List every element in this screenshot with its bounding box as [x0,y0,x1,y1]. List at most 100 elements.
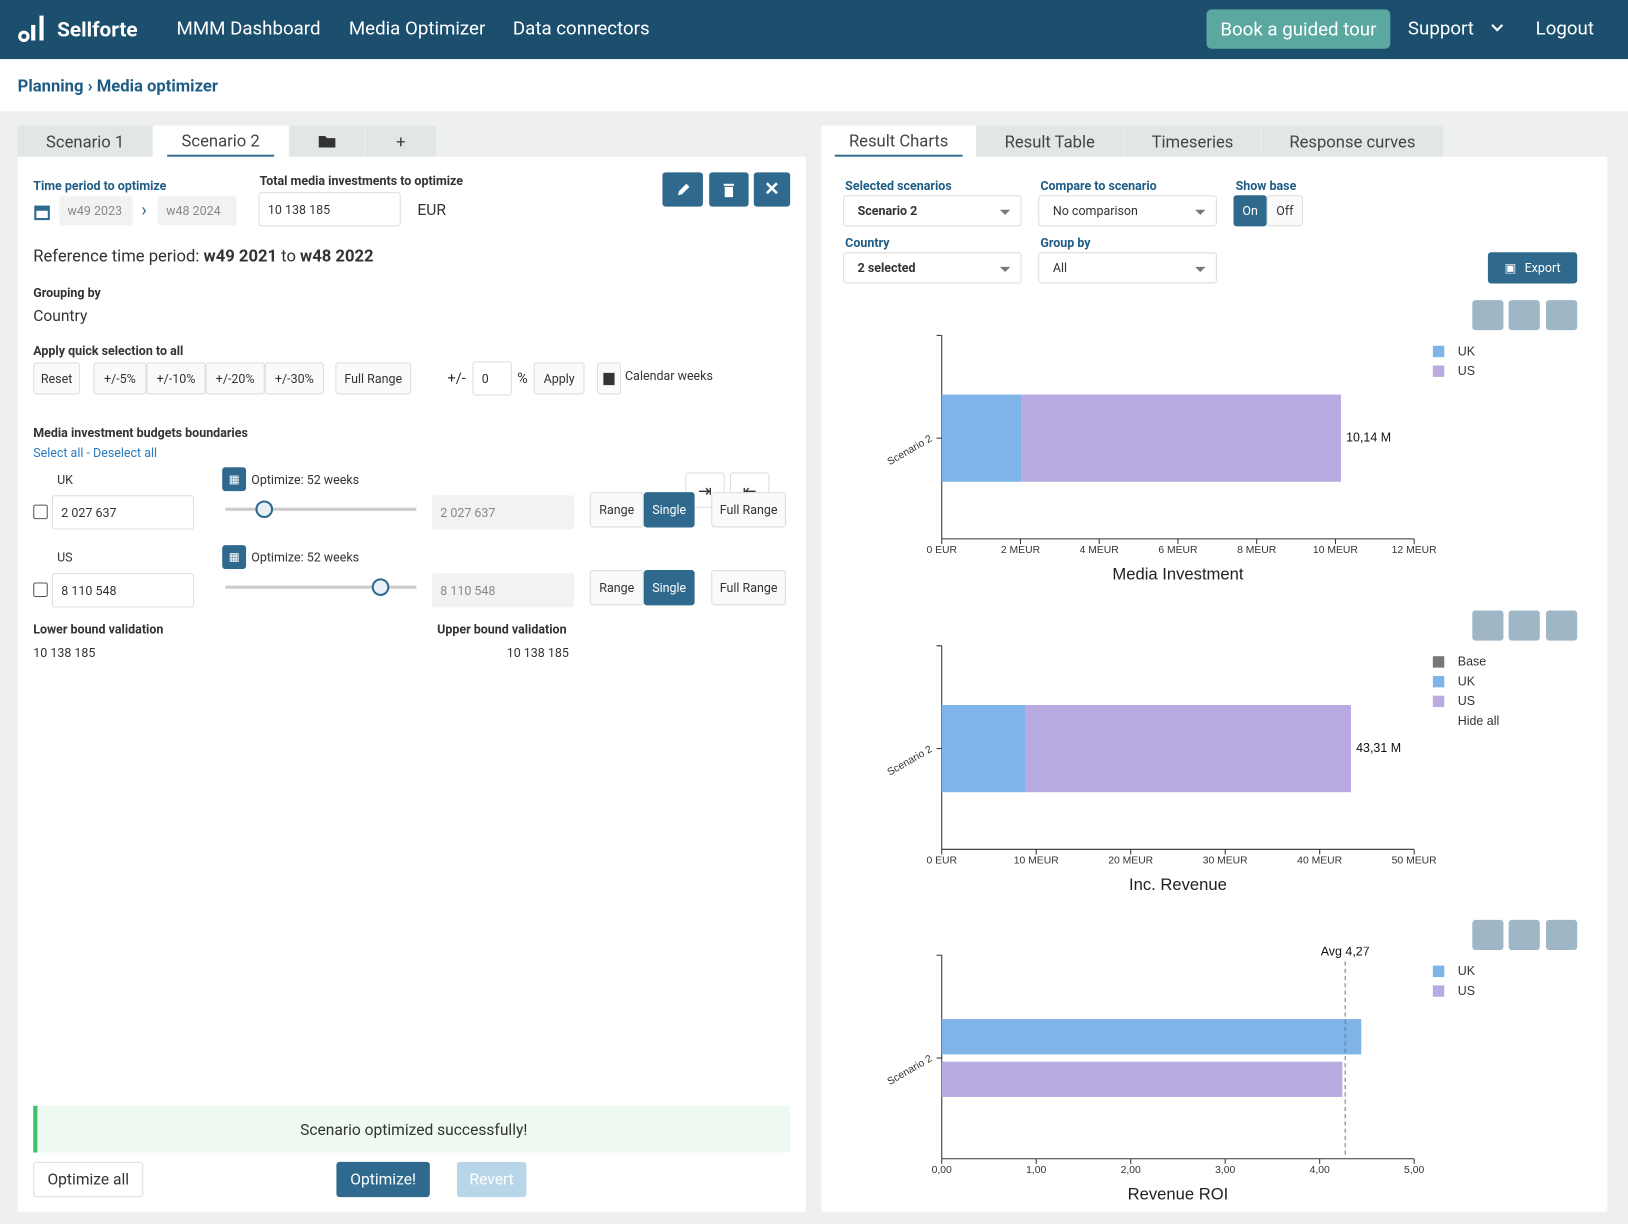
label: Media investment budgets boundaries [33,425,248,441]
apply-button[interactable]: Apply [533,362,585,395]
quick-button[interactable]: +/-10% [146,362,206,395]
chart-tool-button[interactable] [1472,610,1504,641]
quick-button[interactable]: Full Range [335,362,412,395]
value: 10 138 185 [506,645,569,661]
legend-swatch [1432,656,1445,668]
quick-button[interactable]: +/-30% [264,362,324,395]
full-range-button[interactable]: Full Range [711,570,786,606]
chart-tool-button[interactable] [1472,919,1504,951]
upper-input: 8 110 548 [431,573,575,608]
breadcrumb-bar [0,59,1628,112]
calendar-button[interactable]: ▦ [222,467,247,492]
chart-tool-button[interactable] [1508,300,1540,331]
calendar-toggle[interactable] [597,362,621,395]
folder-tab[interactable] [289,125,365,157]
optimize-all-button[interactable]: Optimize all [33,1161,144,1198]
slider-track [225,507,417,511]
edit-button[interactable] [662,172,703,207]
export-button[interactable]: ▣ Export [1487,252,1578,284]
tour-button[interactable]: Book a guided tour [1206,9,1391,49]
nav-link[interactable]: MMM Dashboard [176,17,321,40]
text: w49 2021 [203,246,278,266]
tab[interactable]: Scenario 2 [152,125,289,157]
calendar-button[interactable]: ▦ [222,545,247,569]
nav-link[interactable]: Media Optimizer [348,17,486,40]
delete-button[interactable] [709,172,749,207]
label: Selected scenarios [845,178,952,194]
row-name: US [57,550,73,565]
single-button[interactable]: Single [643,570,695,606]
chart-tool-button[interactable] [1508,610,1540,641]
x-tick-label: 3,00 [1215,1165,1235,1176]
close-button[interactable]: ✕ [753,172,791,207]
calendar-icon [603,372,615,385]
chart-tool-button[interactable] [1546,919,1578,951]
value-input[interactable]: 2 027 637 [51,495,195,530]
bar-segment [1021,394,1341,482]
x-tick-label: 10 MEUR [1313,545,1358,556]
legend-hide-all[interactable]: Hide all [1458,714,1499,728]
select[interactable]: 2 selected [843,252,1022,284]
x-tick-label: 4 MEUR [1080,545,1120,556]
bar [941,1019,1362,1055]
value-input[interactable]: 8 110 548 [51,573,195,608]
chevron [1491,24,1504,32]
revert-button[interactable]: Revert [456,1161,527,1198]
legend-swatch [1432,365,1445,377]
text: w48 2022 [300,246,374,266]
quick-button[interactable]: +/-5% [93,362,147,395]
x-tick-label: 40 MEUR [1297,855,1342,866]
sep: - [86,445,90,460]
slider-knob[interactable] [255,500,274,519]
select[interactable]: Scenario 2 [843,195,1022,227]
quick-button[interactable]: +/-20% [205,362,265,395]
total-input[interactable]: 10 138 185 [258,192,401,227]
x-tick-label: 8 MEUR [1237,545,1277,556]
tab[interactable]: Response curves [1261,125,1444,157]
support-menu[interactable]: Support [1407,17,1474,40]
x-tick-label: 6 MEUR [1158,545,1198,556]
date-from[interactable]: w49 2023 [59,196,133,226]
select-links: Select all - Deselect all [33,445,157,460]
chart-title: Inc. Revenue [1129,875,1227,894]
label: Apply quick selection to all [33,343,184,359]
toggle-off[interactable]: Off [1266,195,1304,227]
select[interactable]: No comparison [1038,195,1217,227]
percent-input[interactable]: 0 [472,361,512,396]
toggle-on[interactable]: On [1233,195,1267,227]
full-range-button[interactable]: Full Range [711,492,786,528]
text: to [281,246,296,266]
logout[interactable]: Logout [1535,17,1594,40]
x-tick-label: 4,00 [1310,1165,1330,1176]
tab[interactable]: Timeseries [1124,125,1261,157]
link[interactable]: Select all [33,445,84,460]
checkbox[interactable] [33,582,48,598]
chart-tool-button[interactable] [1546,300,1578,331]
date-to[interactable]: w48 2024 [157,196,237,226]
chart: 0 EUR 2 MEUR 4 MEUR 6 MEUR 8 MEUR 10 MEUR 12 M… [886,334,1476,584]
single-button[interactable]: Single [643,492,695,528]
tab[interactable]: Scenario 1 [17,125,153,157]
quick-button[interactable]: Reset [33,362,80,395]
range-button[interactable]: Range [589,492,644,528]
crumb[interactable]: Planning [17,75,84,96]
total-label: 43,31 M [1356,741,1401,755]
chart-tool-button[interactable] [1546,610,1578,641]
y-tick-label: Scenario 2 [886,744,935,778]
bar-segment [941,705,1026,793]
range-button[interactable]: Range [589,570,644,606]
chart-tool-button[interactable] [1472,300,1504,331]
optimize-button[interactable]: Optimize! [336,1161,430,1198]
nav-link[interactable]: Data connectors [512,17,650,40]
slider-knob[interactable] [371,578,390,596]
x-tick-label: 12 MEUR [1392,545,1437,556]
link[interactable]: Deselect all [93,445,158,460]
tab[interactable]: + [365,125,437,157]
chart-tool-button[interactable] [1508,919,1540,951]
tab[interactable]: Result Table [976,125,1124,157]
checkbox[interactable] [33,504,48,520]
select[interactable]: All [1038,252,1217,284]
logo [18,15,44,43]
tab[interactable]: Result Charts [821,125,977,157]
